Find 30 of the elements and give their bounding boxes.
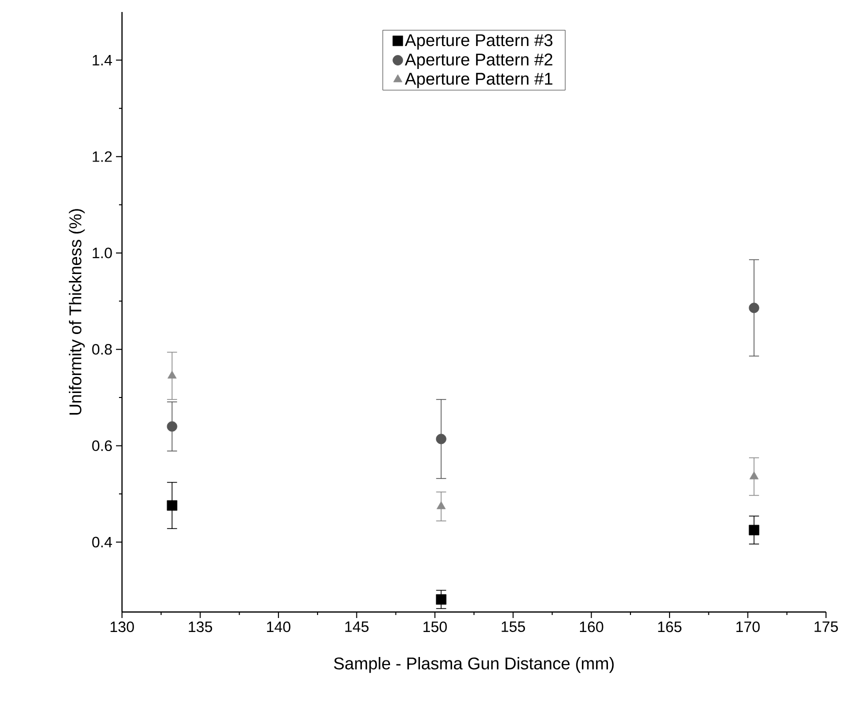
legend-label: Aperture Pattern #3 [404,34,552,50]
point [436,594,446,605]
x-axis-title: Sample - Plasma Gun Distance (mm) [334,657,614,673]
x-tick-label: 170 [736,622,760,632]
y-tick-label: 0.6 [92,440,112,452]
x-tick-label: 175 [814,622,838,632]
legend-label: Aperture Pattern #1 [404,72,552,88]
x-tick-label: 130 [110,622,134,632]
point [436,434,446,444]
x-tick-label: 145 [345,622,369,632]
x-tick-label: 160 [580,622,604,632]
y-tick-label: 0.4 [92,536,112,548]
x-tick-label: 155 [502,622,525,632]
point [748,302,760,314]
point [750,471,759,480]
legend-label: Aperture Pattern #2 [404,54,552,69]
point [436,501,446,510]
y-tick-label: 1.2 [92,151,112,162]
point [166,421,178,432]
y-tick-label: 1.4 [92,55,112,66]
x-tick-label: 135 [188,622,212,632]
y-axis-title: Uniformity of Thickness (%) [68,209,85,415]
y-tick-label: 1.0 [92,248,112,258]
x-tick-label: 140 [267,622,290,632]
y-tick-label: 0.8 [92,344,112,355]
point [166,500,178,511]
point [168,370,177,379]
x-tick-label: 150 [424,622,447,632]
point [748,524,760,536]
x-tick-label: 165 [658,622,682,632]
